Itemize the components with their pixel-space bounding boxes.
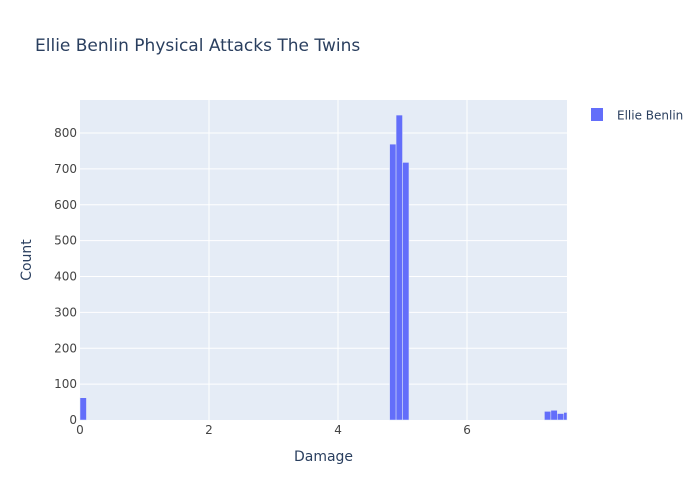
x-tick-label: 0 [76, 423, 84, 437]
histogram-bar[interactable] [395, 114, 403, 421]
x-tick-label: 6 [463, 423, 471, 437]
y-tick-label: 100 [54, 377, 77, 391]
histogram-bar[interactable] [557, 413, 565, 421]
y-tick-label: 700 [54, 162, 77, 176]
y-axis-label: Count [19, 239, 35, 281]
tick-labels: 0 100 200 300 400 500 600 700 800 0 2 4 6 [54, 126, 471, 437]
y-tick-label: 500 [54, 234, 77, 248]
y-tick-label: 600 [54, 198, 77, 212]
y-tick-label: 200 [54, 341, 77, 355]
y-tick-label: 800 [54, 126, 77, 140]
chart-title: Ellie Benlin Physical Attacks The Twins [35, 36, 360, 56]
y-tick-label: 0 [69, 413, 77, 427]
histogram-bar[interactable] [550, 410, 558, 421]
legend-label: Ellie Benlin [617, 109, 683, 123]
y-tick-label: 400 [54, 270, 77, 284]
legend-swatch [591, 108, 603, 121]
histogram-bar[interactable] [79, 397, 87, 421]
x-tick-label: 2 [205, 423, 213, 437]
histogram-bar[interactable] [563, 412, 568, 421]
x-axis-label: Damage [294, 449, 353, 465]
legend[interactable]: Ellie Benlin [591, 108, 683, 123]
x-tick-label: 4 [334, 423, 342, 437]
gridlines [80, 100, 567, 420]
histogram-bar[interactable] [544, 411, 552, 421]
histogram-bar[interactable] [389, 143, 397, 421]
y-tick-label: 300 [54, 305, 77, 319]
bars [79, 114, 568, 421]
histogram-bar[interactable] [402, 162, 410, 421]
plot-area [80, 100, 567, 420]
